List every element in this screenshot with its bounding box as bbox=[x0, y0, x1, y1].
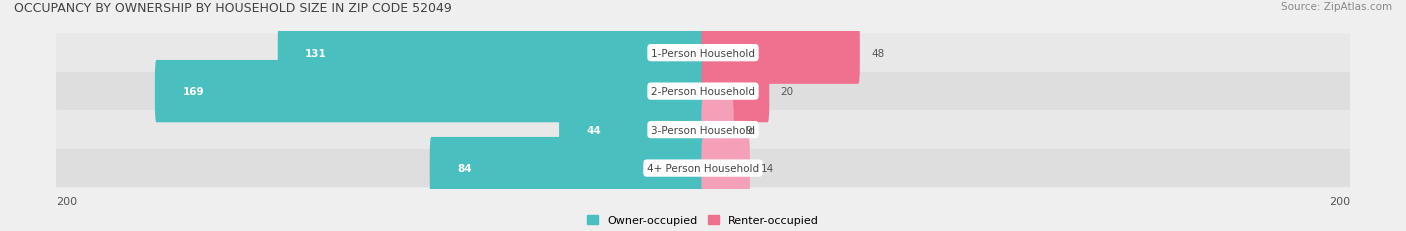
FancyBboxPatch shape bbox=[702, 137, 749, 199]
Text: 9: 9 bbox=[745, 125, 752, 135]
Text: 48: 48 bbox=[872, 49, 884, 58]
FancyBboxPatch shape bbox=[278, 22, 704, 85]
FancyBboxPatch shape bbox=[56, 34, 1350, 73]
Text: 1-Person Household: 1-Person Household bbox=[651, 49, 755, 58]
Text: 20: 20 bbox=[780, 87, 794, 97]
Text: 2-Person Household: 2-Person Household bbox=[651, 87, 755, 97]
Text: 169: 169 bbox=[183, 87, 204, 97]
FancyBboxPatch shape bbox=[56, 149, 1350, 188]
FancyBboxPatch shape bbox=[155, 61, 704, 123]
FancyBboxPatch shape bbox=[702, 61, 769, 123]
Text: 200: 200 bbox=[56, 196, 77, 206]
Text: 14: 14 bbox=[761, 163, 775, 173]
Text: 200: 200 bbox=[1329, 196, 1350, 206]
Text: 44: 44 bbox=[586, 125, 602, 135]
Text: Source: ZipAtlas.com: Source: ZipAtlas.com bbox=[1281, 2, 1392, 12]
FancyBboxPatch shape bbox=[702, 99, 734, 161]
FancyBboxPatch shape bbox=[702, 22, 860, 85]
Text: 131: 131 bbox=[305, 49, 328, 58]
FancyBboxPatch shape bbox=[56, 111, 1350, 149]
FancyBboxPatch shape bbox=[560, 99, 704, 161]
Text: 3-Person Household: 3-Person Household bbox=[651, 125, 755, 135]
Text: 4+ Person Household: 4+ Person Household bbox=[647, 163, 759, 173]
Text: 84: 84 bbox=[457, 163, 472, 173]
FancyBboxPatch shape bbox=[56, 73, 1350, 111]
Text: OCCUPANCY BY OWNERSHIP BY HOUSEHOLD SIZE IN ZIP CODE 52049: OCCUPANCY BY OWNERSHIP BY HOUSEHOLD SIZE… bbox=[14, 2, 451, 15]
FancyBboxPatch shape bbox=[430, 137, 704, 199]
Legend: Owner-occupied, Renter-occupied: Owner-occupied, Renter-occupied bbox=[586, 215, 820, 225]
